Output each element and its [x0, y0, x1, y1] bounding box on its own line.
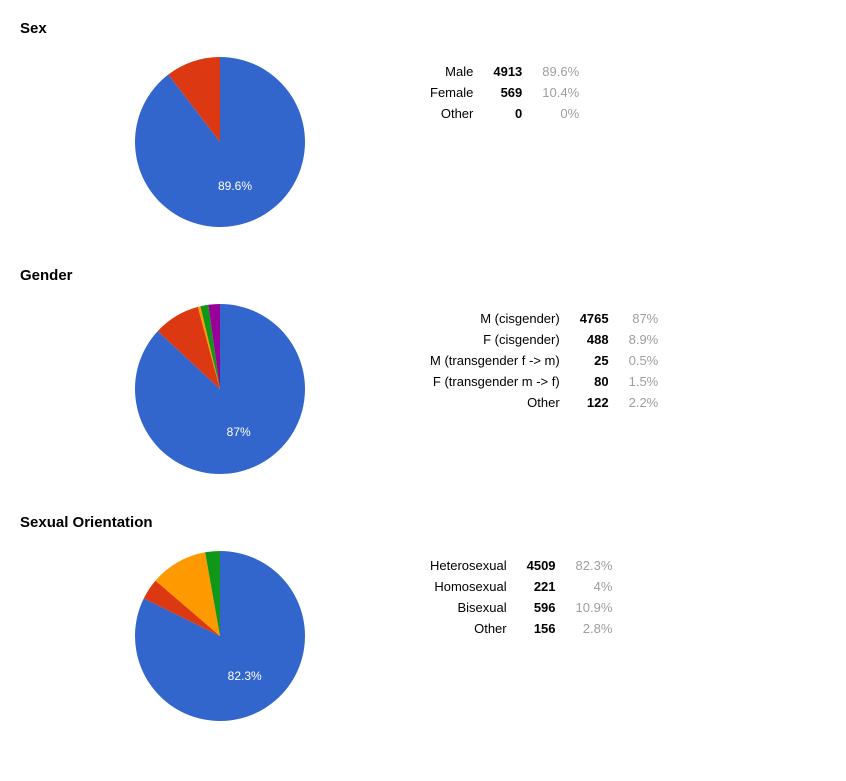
legend-percent: 82.3% [566, 555, 623, 576]
legend-percent: 0% [532, 103, 589, 124]
pie-dominant-label: 89.6% [218, 179, 252, 193]
legend-label: Bisexual [420, 597, 517, 618]
legend-label: M (transgender f -> m) [420, 350, 570, 371]
legend-count: 488 [570, 329, 619, 350]
legend-label: F (transgender m -> f) [420, 371, 570, 392]
legend-row: Other00% [420, 103, 589, 124]
legend-label: Homosexual [420, 576, 517, 597]
legend-row: F (cisgender)4888.9% [420, 329, 668, 350]
section-title: Sexual Orientation [20, 514, 826, 531]
legend-percent: 0.5% [619, 350, 669, 371]
legend-row: F (transgender m -> f)801.5% [420, 371, 668, 392]
legend-row: Homosexual2214% [420, 576, 622, 597]
chart-section: Sexual Orientation82.3%Heterosexual45098… [20, 514, 826, 721]
legend-label: M (cisgender) [420, 308, 570, 329]
legend-row: Bisexual59610.9% [420, 597, 622, 618]
legend-label: Female [420, 82, 483, 103]
legend-label: Heterosexual [420, 555, 517, 576]
section-title: Gender [20, 267, 826, 284]
legend: Heterosexual450982.3%Homosexual2214%Bise… [420, 551, 826, 639]
pie-dominant-label: 87% [227, 425, 251, 439]
legend-label: Other [420, 103, 483, 124]
legend-percent: 10.4% [532, 82, 589, 103]
legend: Male491389.6%Female56910.4%Other00% [420, 57, 826, 124]
legend-count: 4509 [517, 555, 566, 576]
pie-chart-wrap: 87% [20, 304, 420, 474]
legend-percent: 2.8% [566, 618, 623, 639]
legend-count: 0 [483, 103, 532, 124]
legend-count: 221 [517, 576, 566, 597]
legend-count: 4913 [483, 61, 532, 82]
legend-percent: 89.6% [532, 61, 589, 82]
legend-row: Other1562.8% [420, 618, 622, 639]
section-body: 89.6%Male491389.6%Female56910.4%Other00% [20, 57, 826, 227]
legend: M (cisgender)476587%F (cisgender)4888.9%… [420, 304, 826, 413]
legend-percent: 87% [619, 308, 669, 329]
section-title: Sex [20, 20, 826, 37]
legend-percent: 4% [566, 576, 623, 597]
legend-percent: 1.5% [619, 371, 669, 392]
pie-chart-wrap: 82.3% [20, 551, 420, 721]
legend-table: Male491389.6%Female56910.4%Other00% [420, 61, 589, 124]
pie-chart: 87% [135, 304, 305, 474]
legend-label: F (cisgender) [420, 329, 570, 350]
chart-section: Gender87%M (cisgender)476587%F (cisgende… [20, 267, 826, 474]
section-body: 82.3%Heterosexual450982.3%Homosexual2214… [20, 551, 826, 721]
legend-count: 156 [517, 618, 566, 639]
legend-count: 596 [517, 597, 566, 618]
legend-table: Heterosexual450982.3%Homosexual2214%Bise… [420, 555, 622, 639]
legend-row: M (transgender f -> m)250.5% [420, 350, 668, 371]
pie-chart: 89.6% [135, 57, 305, 227]
pie-chart: 82.3% [135, 551, 305, 721]
legend-row: Heterosexual450982.3% [420, 555, 622, 576]
legend-count: 4765 [570, 308, 619, 329]
legend-row: M (cisgender)476587% [420, 308, 668, 329]
legend-percent: 2.2% [619, 392, 669, 413]
legend-table: M (cisgender)476587%F (cisgender)4888.9%… [420, 308, 668, 413]
legend-row: Female56910.4% [420, 82, 589, 103]
legend-percent: 8.9% [619, 329, 669, 350]
legend-count: 25 [570, 350, 619, 371]
legend-label: Male [420, 61, 483, 82]
legend-row: Male491389.6% [420, 61, 589, 82]
section-body: 87%M (cisgender)476587%F (cisgender)4888… [20, 304, 826, 474]
legend-label: Other [420, 618, 517, 639]
legend-percent: 10.9% [566, 597, 623, 618]
legend-count: 122 [570, 392, 619, 413]
pie-dominant-label: 82.3% [228, 669, 262, 683]
legend-count: 569 [483, 82, 532, 103]
legend-count: 80 [570, 371, 619, 392]
chart-section: Sex89.6%Male491389.6%Female56910.4%Other… [20, 20, 826, 227]
legend-label: Other [420, 392, 570, 413]
pie-chart-wrap: 89.6% [20, 57, 420, 227]
legend-row: Other1222.2% [420, 392, 668, 413]
